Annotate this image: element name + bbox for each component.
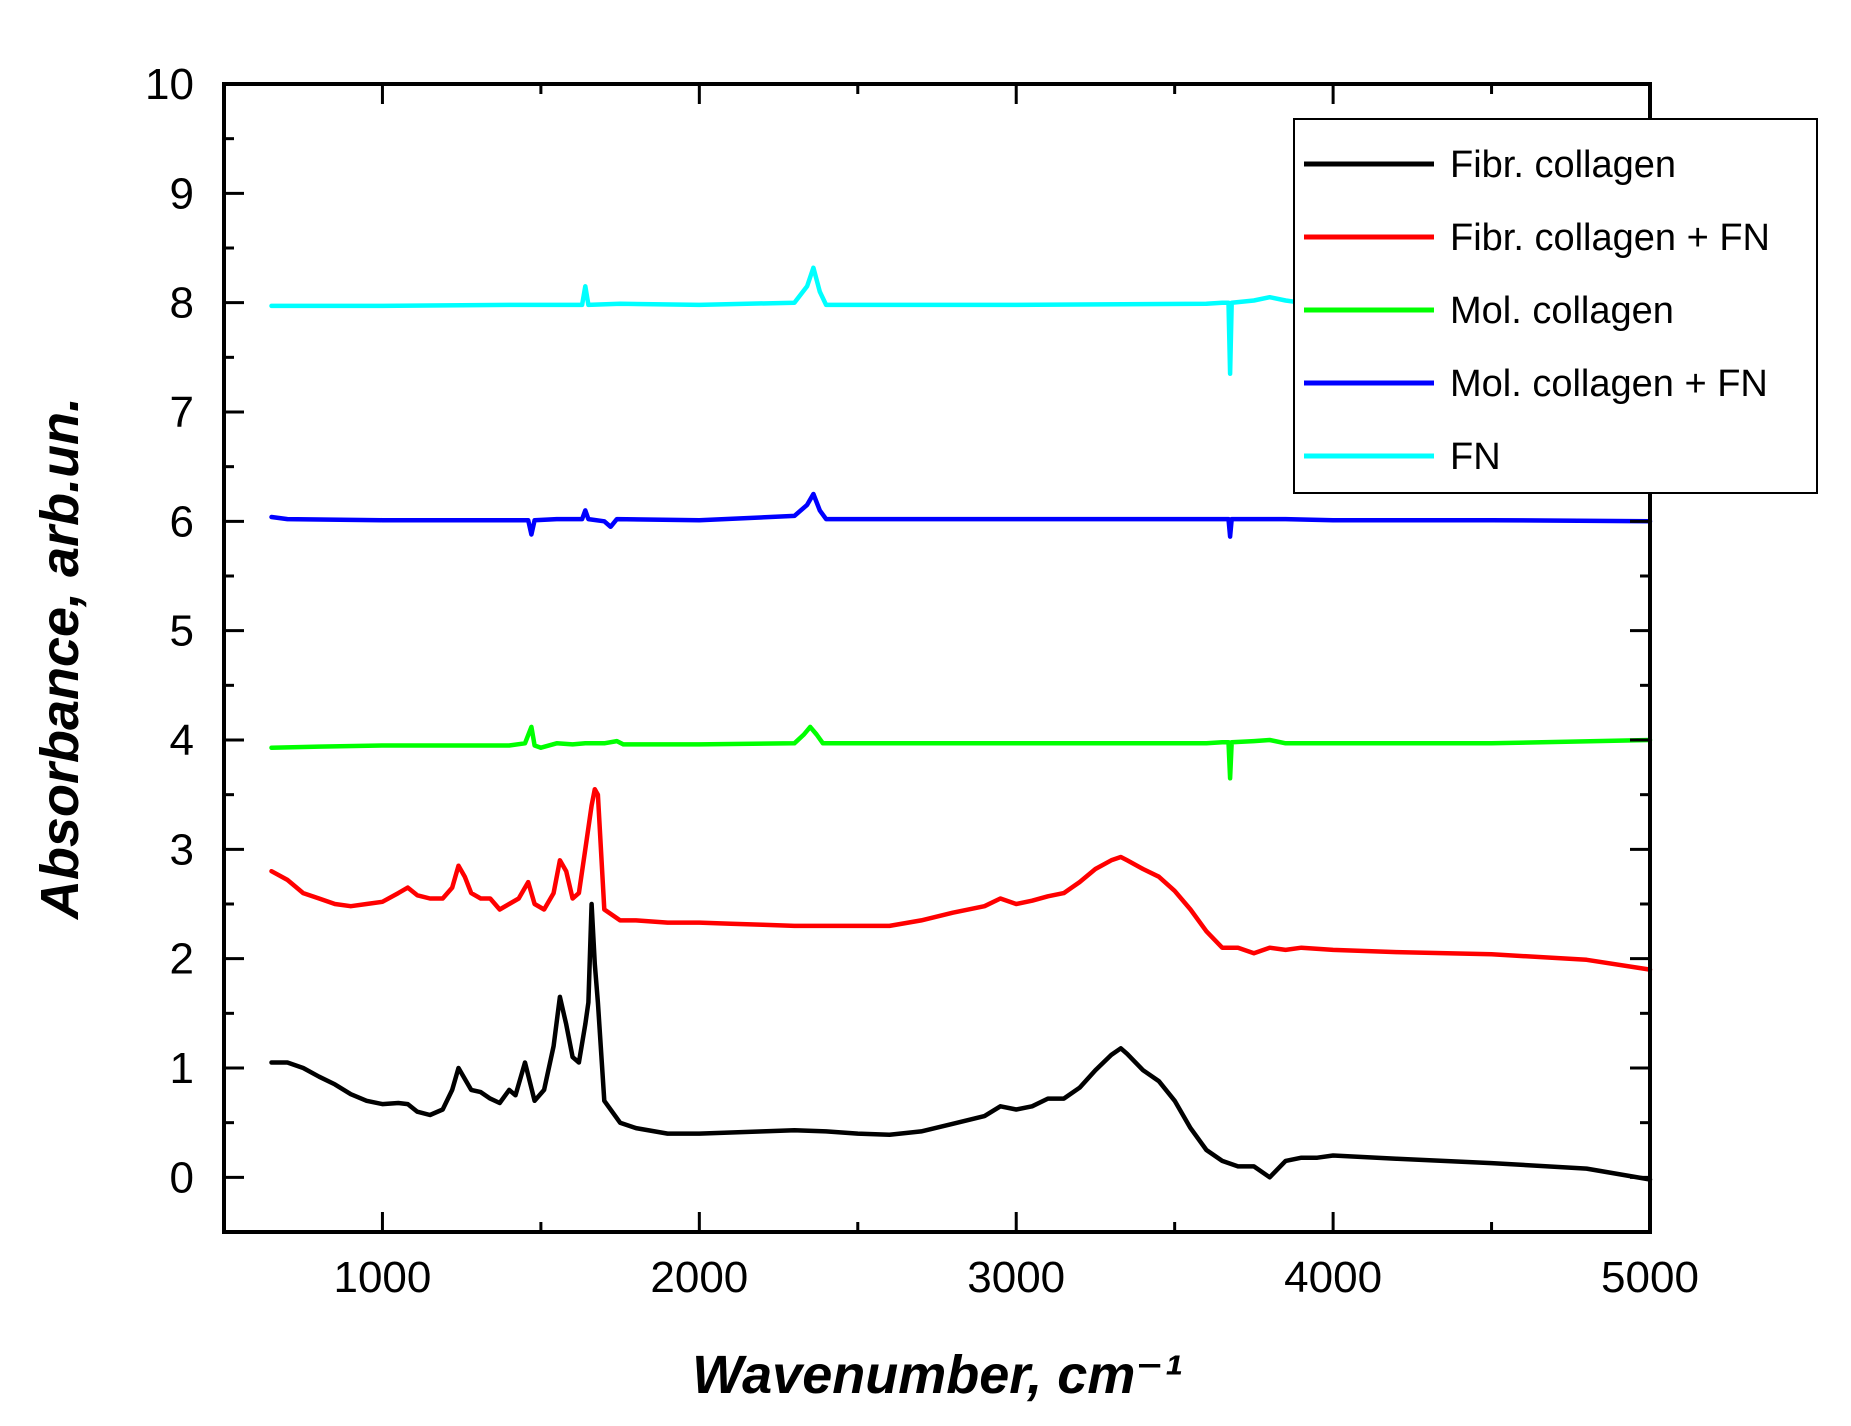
series-line-3 — [269, 724, 1653, 781]
x-axis-title: Wavenumber, cm⁻¹ — [692, 1345, 1182, 1405]
x-tick-label: 4000 — [1284, 1253, 1382, 1302]
series-line-2 — [269, 786, 1653, 972]
y-tick-label: 2 — [170, 935, 194, 984]
y-tick-label: 9 — [170, 169, 194, 218]
legend-box — [1293, 118, 1818, 494]
x-axis: 1000 2000 3000 4000 5000 — [222, 84, 1699, 1302]
series-line-4 — [269, 491, 1653, 539]
y-tick-label: 10 — [145, 60, 194, 109]
legend-label-5: FN — [1450, 436, 1501, 478]
y-tick-label: 0 — [170, 1153, 194, 1202]
y-tick-label: 6 — [170, 497, 194, 546]
x-tick-label: 5000 — [1601, 1253, 1699, 1302]
legend-label-4: Mol. collagen + FN — [1450, 363, 1768, 405]
series-layer — [269, 265, 1653, 1182]
y-tick-label: 7 — [170, 388, 194, 437]
plot-frame — [222, 82, 1652, 1234]
y-tick-label: 4 — [170, 716, 194, 765]
legend-label-1: Fibr. collagen — [1450, 144, 1676, 186]
y-tick-label: 8 — [170, 279, 194, 328]
y-tick-label: 5 — [170, 607, 194, 656]
legend-label-2: Fibr. collagen + FN — [1450, 217, 1770, 259]
y-axis-title: Absorbance, arb.un. — [30, 397, 90, 921]
y-tick-label: 3 — [170, 825, 194, 874]
x-tick-label: 2000 — [650, 1253, 748, 1302]
legend: Fibr. collagen Fibr. collagen + FN Mol. co… — [1293, 118, 1818, 494]
x-tick-label: 1000 — [333, 1253, 431, 1302]
y-tick-label: 1 — [170, 1044, 194, 1093]
series-line-5 — [269, 265, 1314, 376]
series-line-1 — [269, 901, 1653, 1182]
legend-label-3: Mol. collagen — [1450, 290, 1674, 332]
x-tick-label: 3000 — [967, 1253, 1065, 1302]
